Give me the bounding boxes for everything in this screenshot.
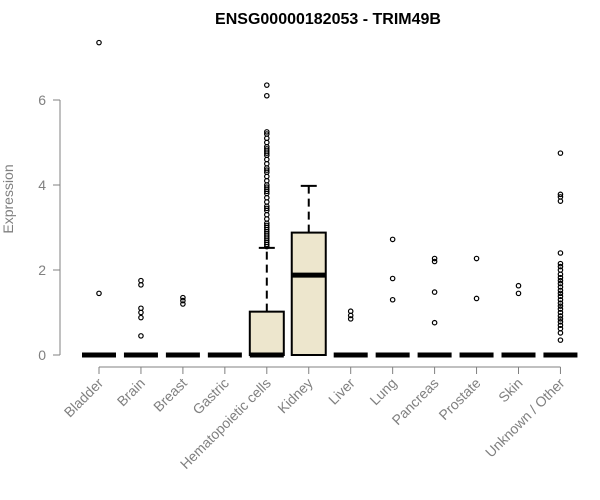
- box-brain: [123, 277, 158, 358]
- box-lung: [375, 236, 410, 358]
- chart-title: ENSG00000182053 - TRIM49B: [215, 11, 441, 28]
- y-tick-label: 2: [38, 262, 46, 278]
- outlier-point: [473, 295, 480, 302]
- x-tick-label: Prostate: [435, 375, 483, 423]
- outlier-point: [557, 284, 564, 290]
- outlier-point: [557, 280, 564, 287]
- outlier-point: [473, 255, 480, 262]
- outlier-point: [96, 39, 102, 46]
- box-prostate: [459, 255, 494, 358]
- outlier-point: [557, 330, 564, 336]
- outlier-point: [138, 333, 144, 339]
- outlier-point: [431, 319, 438, 326]
- outlier-point: [515, 282, 522, 289]
- outlier-point: [557, 191, 564, 198]
- box-unknown-other: [543, 150, 578, 358]
- outlier-point: [557, 277, 564, 284]
- box-breast: [165, 294, 200, 358]
- y-tick-label: 0: [38, 347, 46, 363]
- x-tick-label: Kidney: [274, 375, 316, 417]
- x-tick-label: Lung: [366, 375, 399, 408]
- outlier-point: [557, 293, 564, 300]
- outlier-point: [138, 282, 144, 288]
- box-bladder: [82, 39, 116, 358]
- outlier-point: [431, 255, 438, 262]
- y-tick-label: 4: [38, 177, 46, 193]
- y-tick-label: 6: [38, 92, 46, 108]
- outlier-point: [557, 260, 564, 267]
- outlier-point: [431, 289, 438, 295]
- outlier-point: [180, 301, 186, 307]
- outlier-point: [263, 243, 270, 250]
- outlier-point: [557, 290, 564, 297]
- outlier-point: [557, 306, 564, 312]
- outlier-point: [263, 205, 270, 212]
- x-tick-label: Bladder: [61, 375, 107, 421]
- outlier-point: [389, 275, 396, 282]
- box-kidney: [290, 184, 327, 357]
- outlier-point: [557, 313, 564, 319]
- outlier-point: [263, 92, 270, 99]
- box-group: [82, 39, 578, 358]
- outlier-point: [557, 337, 564, 343]
- x-tick-label: Breast: [150, 375, 190, 415]
- outlier-point: [557, 319, 564, 325]
- x-tick-label: Pancreas: [389, 375, 442, 428]
- box-hematopoietic-cells: [248, 82, 285, 358]
- outlier-point: [557, 271, 564, 278]
- outlier-point: [263, 188, 270, 195]
- outlier-point: [263, 129, 270, 135]
- outlier-point: [557, 316, 564, 322]
- outlier-point: [557, 296, 564, 303]
- outlier-point: [347, 312, 354, 319]
- outlier-point: [180, 297, 186, 304]
- outlier-point: [557, 263, 564, 270]
- box-pancreas: [417, 255, 452, 358]
- outlier-point: [557, 150, 564, 156]
- x-tick-label: Skin: [495, 375, 526, 406]
- outlier-point: [180, 294, 186, 301]
- outlier-point: [263, 241, 270, 248]
- outlier-point: [347, 316, 354, 322]
- outlier-point: [557, 274, 564, 281]
- y-axis: 0 2 4 6: [38, 92, 61, 363]
- outlier-point: [557, 303, 564, 309]
- outlier-point: [389, 236, 396, 243]
- x-tick-label: Liver: [325, 375, 358, 408]
- outlier-point: [557, 309, 564, 316]
- outlier-point: [389, 296, 396, 303]
- outlier-point: [138, 309, 144, 316]
- y-axis-label: Expression: [0, 164, 16, 233]
- outlier-point: [557, 300, 564, 306]
- box-skin: [501, 282, 536, 358]
- box-iqr: [248, 310, 285, 356]
- outlier-point: [138, 314, 144, 321]
- box-liver: [333, 308, 368, 358]
- outlier-point: [557, 287, 564, 294]
- outlier-point: [263, 150, 270, 156]
- outlier-point: [431, 258, 438, 265]
- outlier-point: [96, 290, 102, 297]
- outlier-point: [515, 290, 522, 297]
- x-tick-label: Unknown / Other: [482, 375, 568, 461]
- outlier-point: [263, 167, 270, 173]
- outlier-point: [557, 322, 564, 329]
- outlier-point: [557, 198, 564, 204]
- x-tick-label: Brain: [114, 375, 148, 409]
- outlier-point: [557, 250, 564, 256]
- outlier-point: [263, 82, 270, 88]
- box-iqr: [290, 231, 327, 357]
